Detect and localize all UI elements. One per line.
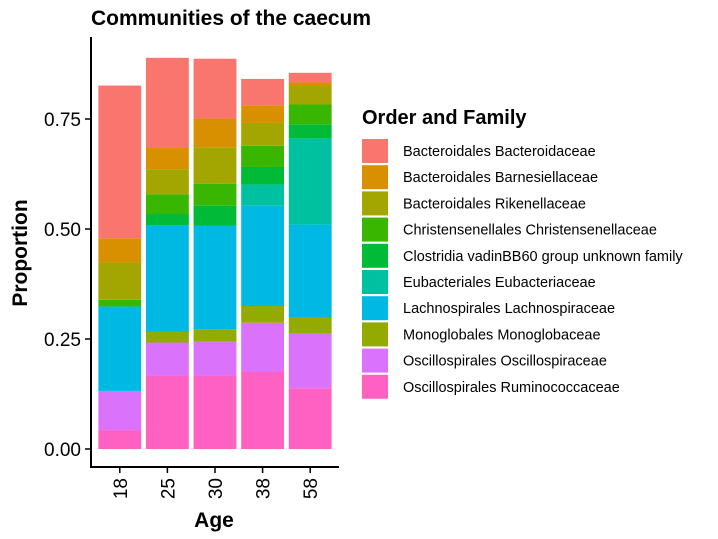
bar-segment-38-6: [241, 145, 285, 167]
legend-swatch: [362, 217, 388, 242]
bar-segment-30-5: [193, 205, 237, 226]
bar-segment-30-6: [193, 183, 237, 206]
legend-label: Oscillospirales Oscillospiraceae: [403, 354, 607, 370]
bar-segment-38-9: [241, 78, 285, 106]
legend-swatch: [362, 139, 388, 163]
bar-segment-38-2: [241, 306, 285, 323]
x-axis-title: Age: [194, 509, 234, 532]
legend-swatch: [362, 374, 388, 399]
bar-segment-25-6: [145, 194, 189, 215]
bar-segment-38-3: [241, 205, 285, 306]
x-tick-label: 25: [158, 478, 179, 499]
legend-swatch: [362, 243, 388, 268]
bar-segment-30-9: [193, 58, 237, 119]
bar-segment-58-3: [288, 224, 332, 317]
bar-segment-18-7: [98, 262, 142, 300]
bar-segment-58-1: [288, 333, 332, 389]
x-tick-label: 30: [206, 478, 227, 499]
bar-segment-18-0: [98, 430, 142, 449]
bar-segment-38-7: [241, 122, 285, 146]
legend-label: Bacteroidales Bacteroidaceae: [403, 144, 596, 160]
y-axis-title: Proportion: [9, 199, 32, 306]
bar-segment-25-2: [145, 331, 189, 343]
bars-group: [98, 57, 332, 449]
legend-swatch: [362, 322, 388, 347]
bar-segment-25-7: [145, 169, 189, 195]
bar-segment-25-9: [145, 57, 189, 149]
bar-segment-58-5: [288, 124, 332, 139]
bar-segment-30-1: [193, 341, 237, 376]
bar-segment-58-2: [288, 317, 332, 334]
legend-title: Order and Family: [362, 107, 527, 129]
y-ticks-group: 0.00 0.25 0.50 0.75: [44, 110, 91, 461]
legend-label: Eubacteriales Eubacteriaceae: [403, 275, 596, 291]
bar-segment-18-9: [98, 85, 142, 239]
legend-swatch: [362, 191, 388, 216]
legend: Order and Family Bacteroidales Bacteroid…: [362, 107, 683, 399]
legend-label: Lachnospirales Lachnospiraceae: [403, 301, 615, 317]
x-tick-label: 58: [301, 478, 322, 499]
bar-segment-58-8: [288, 82, 332, 86]
legend-label: Bacteroidales Barnesiellaceae: [403, 170, 598, 186]
legend-label: Christensenellales Christensenellaceae: [403, 223, 657, 239]
bar-segment-38-4: [241, 184, 285, 206]
legend-label: Oscillospirales Ruminococcaceae: [403, 380, 620, 396]
legend-items: Bacteroidales Bacteroidaceae Bacteroidale…: [362, 139, 683, 399]
bar-segment-30-8: [193, 118, 237, 148]
bar-segment-38-0: [241, 372, 285, 449]
x-tick-label: 18: [111, 478, 132, 499]
x-ticks-group: 18 25 30 38 58: [111, 467, 322, 499]
bar-segment-30-2: [193, 329, 237, 342]
bar-segment-25-1: [145, 342, 189, 376]
bar-segment-25-5: [145, 214, 189, 226]
legend-swatch: [362, 165, 388, 190]
chart-title: Communities of the caecum: [91, 7, 371, 30]
bar-segment-30-0: [193, 375, 237, 449]
legend-swatch: [362, 296, 388, 321]
bar-segment-18-8: [98, 238, 142, 263]
bar-segment-58-4: [288, 138, 332, 225]
y-tick-label: 0.00: [44, 440, 81, 461]
y-tick-label: 0.75: [44, 110, 81, 131]
bar-segment-18-6: [98, 299, 142, 307]
bar-segment-18-1: [98, 390, 142, 431]
bar-segment-58-7: [288, 86, 332, 105]
bar-segment-58-0: [288, 388, 332, 449]
y-tick-label: 0.50: [44, 220, 81, 241]
bar-segment-30-3: [193, 225, 237, 330]
legend-label: Monoglobales Monoglobaceae: [403, 327, 601, 343]
legend-swatch: [362, 348, 388, 373]
legend-label: Clostridia vadinBB60 group unknown famil…: [403, 249, 683, 265]
bar-segment-25-0: [145, 375, 189, 449]
legend-swatch: [362, 270, 388, 294]
bar-segment-25-3: [145, 225, 189, 332]
bar-segment-58-9: [288, 72, 332, 83]
bar-segment-58-6: [288, 104, 332, 125]
bar-segment-38-1: [241, 322, 285, 372]
y-tick-label: 0.25: [44, 330, 81, 351]
bar-segment-30-7: [193, 147, 237, 184]
bar-segment-18-3: [98, 306, 142, 391]
bar-segment-38-8: [241, 105, 285, 123]
x-tick-label: 38: [254, 478, 275, 499]
bar-segment-25-8: [145, 148, 189, 170]
legend-label: Bacteroidales Rikenellaceae: [403, 196, 586, 212]
bar-segment-38-5: [241, 166, 285, 185]
